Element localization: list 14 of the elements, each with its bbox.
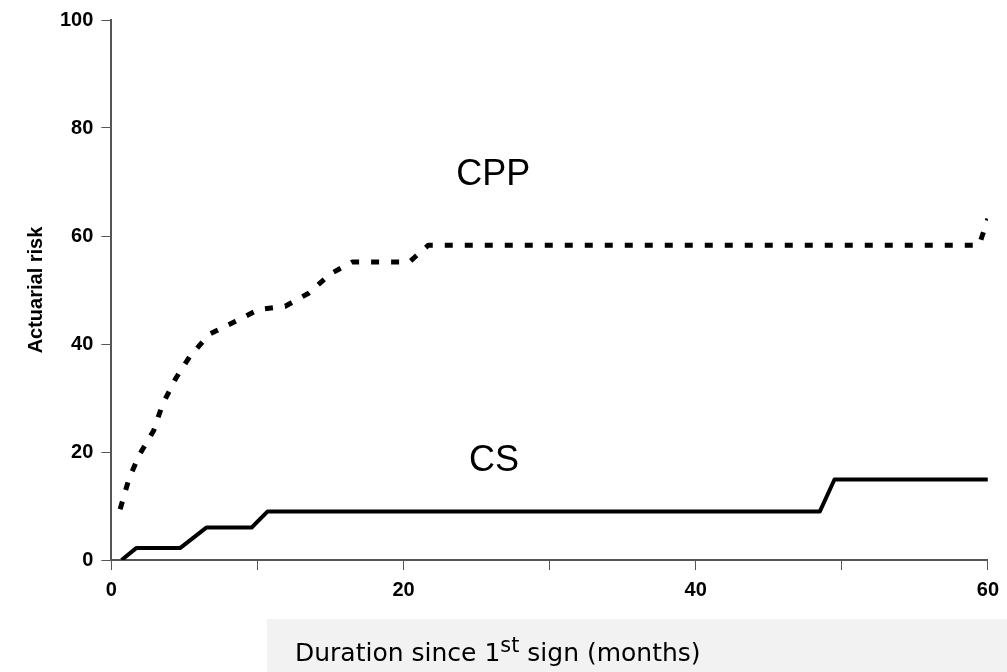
x-axis-title: Duration since 1$^{st}$ sign (months) xyxy=(267,619,1007,672)
y-tick-label: 80 xyxy=(71,115,94,138)
x-tick-label: 20 xyxy=(392,577,415,600)
y-axis-title: Actuarial risk xyxy=(23,225,46,354)
x-tick-label: 0 xyxy=(105,577,117,600)
y-tick-label: 100 xyxy=(59,7,94,30)
x-tick-label: 40 xyxy=(684,577,707,600)
y-tick-label: 40 xyxy=(71,331,94,354)
series-label: CS xyxy=(469,438,520,480)
y-tick-label: 0 xyxy=(82,547,94,570)
x-tick-label: 60 xyxy=(976,577,999,600)
series-label: CPP xyxy=(456,152,531,194)
y-tick-label: 20 xyxy=(71,439,94,462)
y-tick-label: 60 xyxy=(71,223,94,246)
